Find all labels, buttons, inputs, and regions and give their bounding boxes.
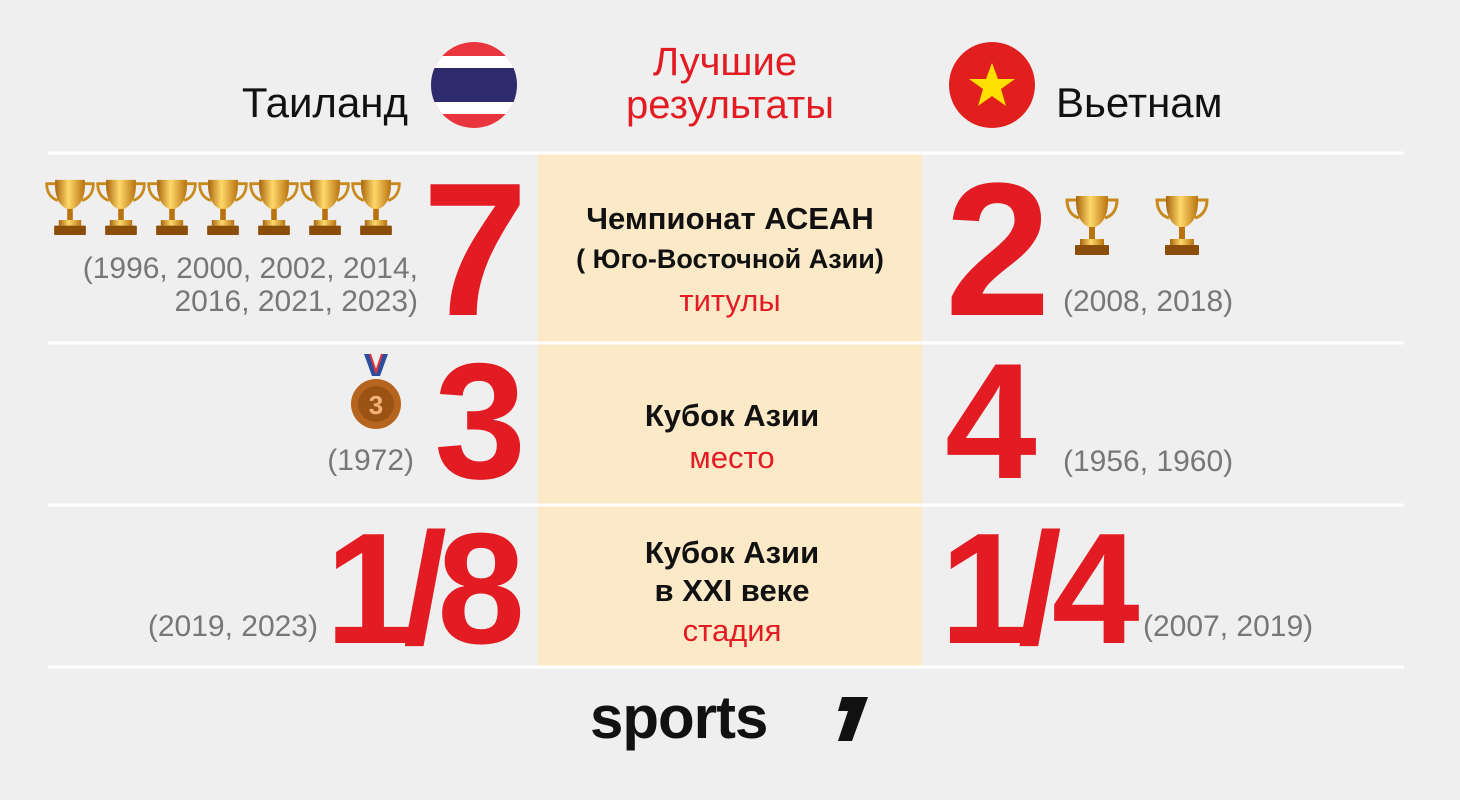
row-caption: титулы — [679, 283, 780, 318]
row-label: ( Юго-Восточной Азии) — [576, 244, 884, 274]
left-team: Таиланд — [242, 79, 408, 126]
right-value: 1/4 — [940, 501, 1140, 677]
row-label: в XXI веке — [655, 573, 810, 608]
years: (2007, 2019) — [1143, 610, 1313, 643]
right-value: 4 — [945, 329, 1036, 513]
years: (2008, 2018) — [1063, 285, 1233, 318]
center-column — [538, 153, 922, 667]
years: (1972) — [327, 444, 414, 477]
row-label: Кубок Азии — [645, 535, 819, 570]
years: (2019, 2023) — [148, 610, 318, 643]
title-line: результаты — [626, 83, 834, 127]
years: (1996, 2000, 2002, 2014, — [83, 252, 418, 285]
title-line: Лучшие — [653, 40, 797, 84]
row-caption: место — [689, 440, 774, 475]
left-value: 7 — [422, 144, 522, 356]
row-label: Чемпионат АСЕАН — [586, 201, 873, 236]
right-team: Вьетнам — [1056, 79, 1223, 126]
right-value: 2 — [945, 144, 1045, 356]
thai-flag — [431, 42, 517, 128]
vietnam-flag — [949, 42, 1035, 128]
svg-text:3: 3 — [369, 390, 383, 420]
logo-mark — [838, 697, 868, 741]
bronze-medal: 3 — [351, 353, 401, 429]
row-caption: стадия — [683, 613, 782, 648]
years: (1956, 1960) — [1063, 445, 1233, 478]
logo: sports — [590, 684, 767, 751]
left-value: 3 — [434, 329, 520, 513]
row-label: Кубок Азии — [645, 398, 819, 433]
years: 2016, 2021, 2023) — [174, 285, 418, 318]
row-dividers — [48, 151, 1404, 669]
left-value: 1/8 — [325, 501, 521, 677]
